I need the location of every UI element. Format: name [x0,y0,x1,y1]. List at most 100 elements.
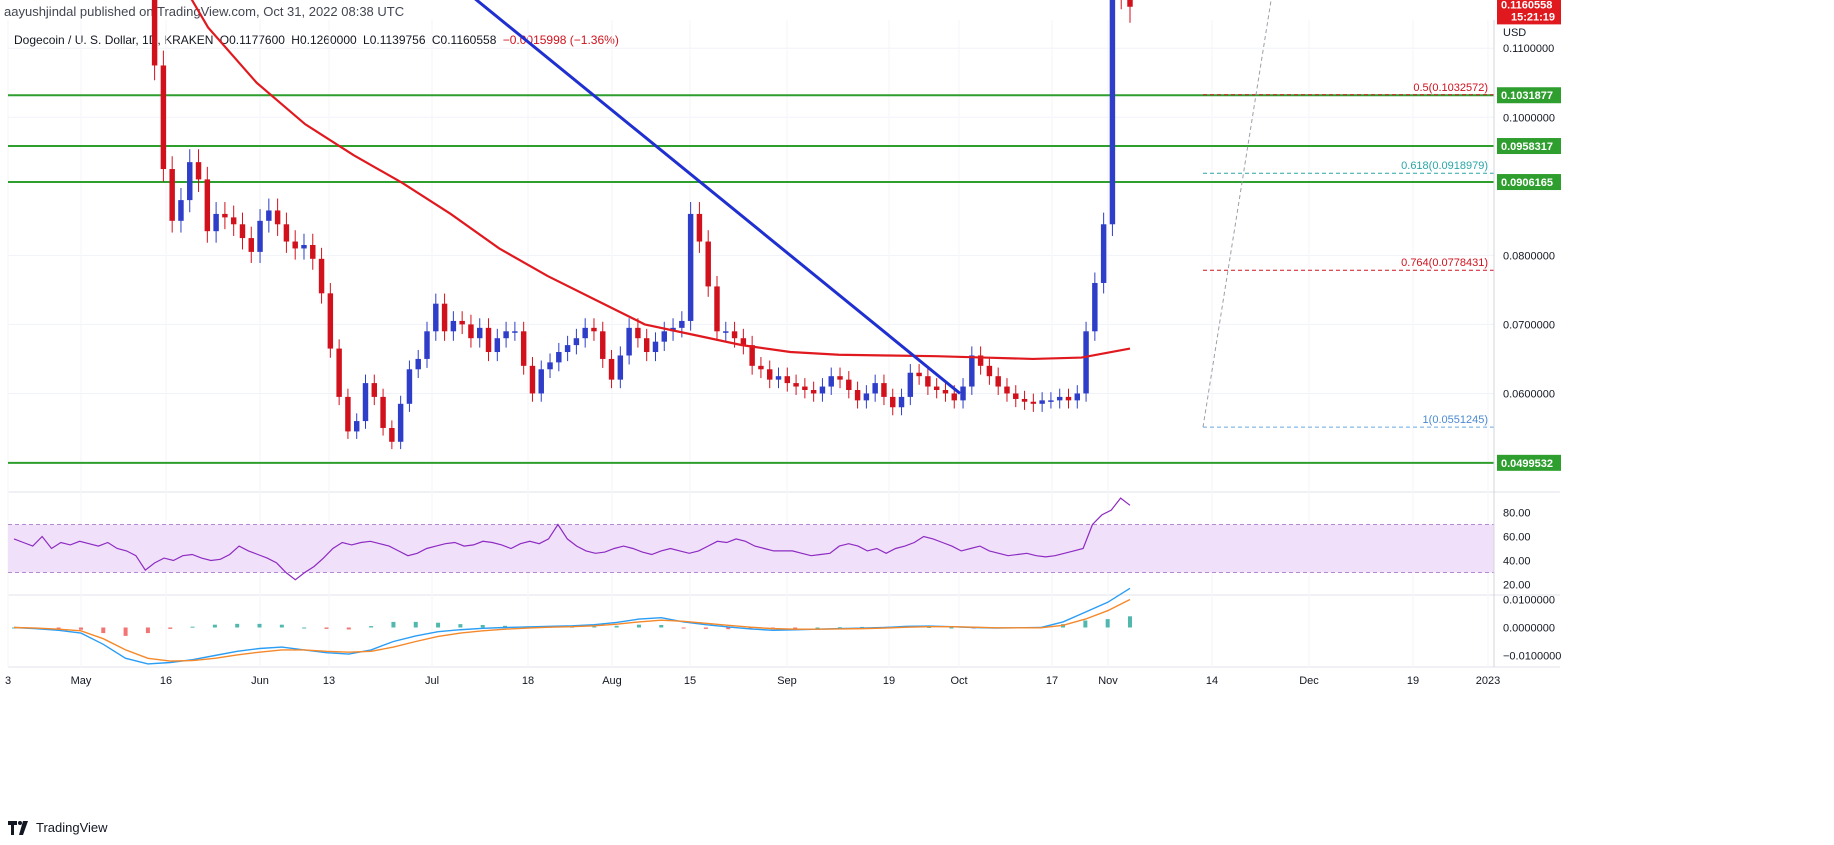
candle-body [380,396,386,428]
macd-histogram-bar [324,627,329,629]
fib-level-label: 0.5(0.1032572) [1413,82,1488,94]
currency-label: USD [1503,27,1526,39]
time-tick-label: 13 [323,675,335,687]
candle-body [178,200,184,221]
price-tick-label: 0.1000000 [1503,112,1555,124]
price-badges: 0.15122260.10318770.09583170.09061650.04… [1497,0,1561,471]
time-tick-label: 15 [684,675,696,687]
macd-histogram-bar [78,627,83,630]
time-tick-label: Jul [425,675,439,687]
countdown-label: 15:21:19 [1511,11,1555,23]
candle-body [608,358,615,380]
candle-body [652,341,659,353]
macd-histogram-bar [1083,620,1088,628]
candle-body [1074,393,1080,401]
candle-body [635,327,641,339]
candle-body [1048,400,1054,402]
candle-body [520,331,527,366]
candle-body [582,327,588,339]
candle-body [222,213,228,218]
macd-histogram-bar [1128,616,1132,628]
macd-tick-label: −0.0100000 [1503,651,1561,663]
candle-body [573,338,580,346]
rsi-band-fill [8,524,1494,573]
footer-brand: TradingView [36,820,108,835]
fib-diagonal [1202,0,1272,428]
rsi-tick-label: 20.00 [1503,580,1531,592]
candle-body [494,338,501,353]
candle-body [617,355,624,380]
candle-body [819,386,826,394]
candle-body [151,0,158,66]
macd-histogram-bar [101,627,106,634]
macd-histogram-bar [56,627,61,629]
descending-trendline [474,0,961,395]
macd-tick-label: 0.0000000 [1503,623,1555,635]
candle-body [239,224,246,239]
time-tick-label: Sep [777,675,797,687]
candle-body [766,369,773,380]
footer: TradingView [8,820,108,835]
legend-close: C0.1160558 [431,33,497,47]
legend-high: H0.1260000 [291,33,357,47]
legend-open: O0.1177600 [219,33,285,47]
candle-body [679,320,685,328]
macd-histogram-bar [302,627,307,629]
candle-body [318,258,325,294]
candle-body [705,241,711,287]
candle-body [477,327,483,339]
moving-average-line [190,0,1131,361]
time-tick-label: 19 [1407,675,1419,687]
candle-body [643,338,650,353]
fib-level-label: 0.618(0.0918979) [1401,160,1488,172]
candle-body [933,386,940,390]
candle-body [160,65,167,170]
rsi-tick-label: 60.00 [1503,532,1531,544]
macd-histogram-bar [369,626,374,628]
candle-body [1109,0,1116,225]
candle-body [1100,224,1107,283]
candle-body [872,383,878,394]
candle-body [529,365,536,394]
candle-body [977,355,984,366]
macd-histogram-bar [391,621,396,628]
rsi-tick-label: 40.00 [1503,556,1531,568]
price-tick-label: 0.1100000 [1503,43,1554,55]
level-badge-label: 0.1031877 [1501,90,1553,102]
candle-body [353,421,360,432]
macd-histogram-bar [659,624,664,628]
candle-body [723,331,729,333]
candle-body [758,365,764,370]
macd-pane [12,587,1132,665]
candle-body [802,386,808,390]
macd-histogram-bar [190,626,195,628]
candle-body [1065,396,1072,401]
candle-body [714,286,720,332]
macd-histogram-bar [503,625,508,628]
candle-body [969,355,975,387]
macd-histogram-bar [703,627,708,629]
macd-histogram-bar [636,624,641,628]
time-tick-label: Aug [602,675,622,687]
candle-body [257,220,263,252]
candle-body [213,213,219,232]
candle-body [424,331,430,359]
candle-body [345,396,351,432]
macd-histogram-bar [837,627,842,629]
macd-histogram-bar [279,624,284,628]
candle-body [362,383,369,422]
rsi-pane [13,497,1131,581]
level-badge-label: 0.0906165 [1501,177,1553,189]
candle-body [793,383,799,387]
level-badge-label: 0.0958317 [1501,141,1553,153]
candle-body [248,238,254,252]
candle-body [283,224,290,242]
macd-histogram-bar [726,627,731,630]
candle-body [441,303,448,332]
candle-body [687,213,694,321]
candle-body [591,327,597,332]
level-badge [1497,87,1561,104]
candle-body [327,293,334,349]
candle-body [538,369,544,394]
